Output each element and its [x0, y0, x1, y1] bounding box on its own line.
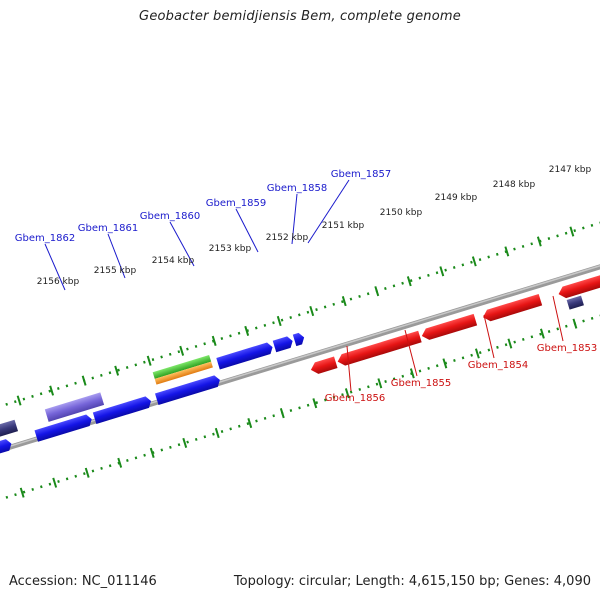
callout-line: [107, 233, 126, 279]
scale-label: 2155 kbp: [94, 266, 137, 276]
scale-tick: [309, 305, 315, 317]
scale-tick: [279, 408, 285, 419]
accession-text: Accession: NC_011146: [9, 574, 157, 589]
scale-tick: [179, 345, 185, 356]
gene-arrow[interactable]: [557, 267, 600, 300]
gene-label: Gbem_1854: [468, 360, 528, 371]
scale-tick: [539, 328, 545, 339]
rrna-orange-arrow[interactable]: [154, 361, 213, 385]
callout-line: [169, 221, 195, 267]
callout-line: [235, 208, 259, 253]
scale-tick: [146, 355, 152, 366]
scale-tick: [81, 375, 87, 386]
scale-tick: [52, 477, 58, 488]
scale-tick: [149, 447, 155, 458]
map-title: Geobacter bemidjiensis Bem, complete gen…: [139, 9, 461, 24]
pseudogene-arrow[interactable]: [44, 392, 105, 422]
scale-tick: [507, 338, 513, 349]
scale-tick: [536, 236, 542, 247]
callout-line: [44, 243, 66, 291]
scale-label: 2148 kbp: [493, 180, 536, 190]
scale-tick: [276, 315, 282, 327]
forward-strand-genes: [0, 332, 306, 447]
scale-tick: [406, 276, 412, 287]
scale-tick: [84, 467, 90, 478]
gene-arrow[interactable]: [154, 374, 222, 405]
scale-tick: [16, 395, 22, 406]
callout-line: [552, 295, 564, 342]
gene-arrow[interactable]: [0, 419, 19, 447]
scale-tick: [569, 226, 575, 237]
scale-label: 2147 kbp: [549, 165, 592, 175]
gene-label: Gbem_1861: [78, 223, 138, 234]
gene-arrow[interactable]: [0, 438, 13, 464]
callout-line: [404, 329, 418, 377]
scale-tick: [247, 417, 253, 429]
scale-label: 2150 kbp: [380, 208, 423, 218]
scale-tick: [214, 427, 220, 439]
scale-tick: [442, 358, 448, 369]
gene-arrow[interactable]: [34, 413, 94, 442]
scale-tick: [474, 348, 480, 359]
scale-tick: [182, 437, 188, 449]
scale-label: 2152 kbp: [266, 233, 309, 243]
gene-label: Gbem_1860: [140, 211, 200, 222]
gene-arrow[interactable]: [292, 332, 306, 347]
callout-line: [307, 179, 350, 244]
rrna-green-arrow[interactable]: [152, 354, 212, 379]
forward-strand-genes-row2: [0, 374, 222, 464]
gene-label: Gbem_1857: [331, 169, 391, 180]
gene-arrow[interactable]: [420, 313, 478, 342]
scale-tick: [471, 256, 477, 267]
gene-arrow[interactable]: [336, 330, 422, 368]
scale-tick: [211, 335, 217, 346]
scale-tick: [49, 385, 55, 396]
scale-label: 2156 kbp: [37, 277, 80, 287]
scale-tick: [244, 325, 250, 337]
gene-label: Gbem_1856: [325, 393, 385, 404]
gene-label: Gbem_1858: [267, 183, 327, 194]
scale-tick: [344, 388, 350, 399]
scale-label: 2151 kbp: [322, 221, 365, 231]
callout-line: [483, 314, 495, 359]
gene-label: Gbem_1859: [206, 198, 266, 209]
gene-label: Gbem_1855: [391, 378, 451, 389]
scale-tick: [572, 318, 578, 329]
scale-tick: [114, 365, 120, 376]
scale-tick: [341, 296, 347, 307]
scale-tick: [117, 457, 123, 468]
gene-arrow[interactable]: [309, 356, 338, 376]
gene-arrow[interactable]: [272, 335, 295, 353]
scale-label: 2153 kbp: [209, 244, 252, 254]
scale-tick: [439, 266, 445, 277]
gene-arrow[interactable]: [92, 395, 153, 424]
scale-tick: [409, 368, 415, 379]
scale-tick: [19, 487, 25, 498]
gene-label: Gbem_1862: [15, 233, 75, 244]
scale-label: 2149 kbp: [435, 193, 478, 203]
callout-line: [346, 345, 352, 392]
gene-arrow[interactable]: [566, 295, 584, 310]
scale-label: 2154 kbp: [152, 256, 195, 266]
scale-tick: [374, 286, 380, 297]
scale-tick: [504, 246, 510, 257]
gene-label: Gbem_1853: [537, 343, 597, 354]
gene-arrow[interactable]: [216, 341, 274, 370]
gene-arrow[interactable]: [481, 293, 543, 323]
scale-tick: [312, 398, 318, 409]
reverse-strand-genes: [309, 267, 600, 376]
genome-summary-text: Topology: circular; Length: 4,615,150 bp…: [233, 574, 591, 589]
scale-tick: [377, 378, 383, 389]
genome-backbone: [0, 228, 600, 479]
callout-line: [291, 193, 298, 245]
